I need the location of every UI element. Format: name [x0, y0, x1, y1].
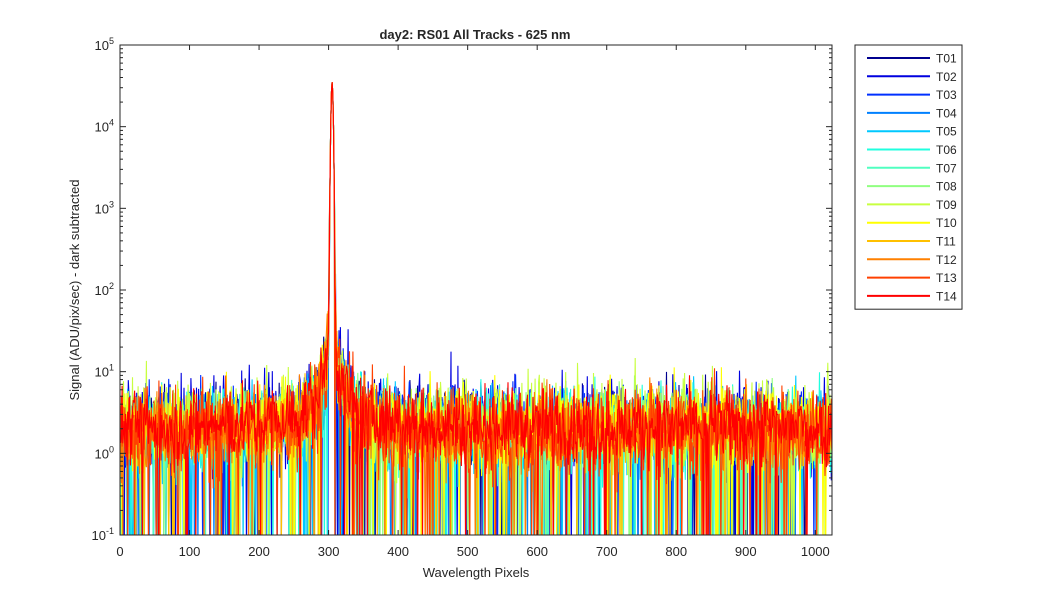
x-tick-label: 100: [179, 544, 201, 559]
legend-label-T06: T06: [936, 143, 957, 157]
legend-label-T04: T04: [936, 106, 957, 120]
x-tick-label: 900: [735, 544, 757, 559]
legend-label-T09: T09: [936, 198, 957, 212]
x-tick-label: 600: [526, 544, 548, 559]
y-axis-label: Signal (ADU/pix/sec) - dark subtracted: [67, 179, 82, 400]
y-tick-label: 104: [95, 118, 114, 135]
x-tick-label: 400: [387, 544, 409, 559]
chart-title: day2: RS01 All Tracks - 625 nm: [379, 27, 570, 42]
legend-label-T13: T13: [936, 271, 957, 285]
y-tick-label: 10-1: [92, 526, 114, 543]
legend-label-T10: T10: [936, 216, 957, 230]
legend-label-T14: T14: [936, 289, 957, 303]
series-line-T14: [120, 82, 832, 535]
x-tick-label: 0: [116, 544, 123, 559]
y-tick-label: 100: [95, 444, 114, 461]
y-tick-label: 103: [95, 199, 114, 216]
legend-box: [854, 44, 963, 310]
series-lines: [120, 82, 832, 535]
x-axis-label: Wavelength Pixels: [423, 565, 530, 580]
x-tick-label: 500: [457, 544, 479, 559]
x-tick-label: 1000: [801, 544, 830, 559]
y-tick-label: 105: [95, 36, 114, 53]
legend-label-T05: T05: [936, 125, 957, 139]
x-tick-label: 300: [318, 544, 340, 559]
legend-label-T08: T08: [936, 180, 957, 194]
plot-area: [120, 45, 832, 535]
legend-label-T07: T07: [936, 161, 957, 175]
legend: T01 T02 T03 T04 T05 T06 T07 T08 T09 T10 T11 T12 T13 T…: [854, 44, 963, 310]
legend-label-T01: T01: [936, 52, 957, 66]
series-line-T13: [120, 82, 832, 535]
legend-label-T11: T11: [936, 235, 956, 249]
axes: 0 100 200 300 400 500 600 700 800 900 1000 10-1 100 1…: [92, 36, 833, 559]
legend-label-T12: T12: [936, 253, 957, 267]
x-tick-label: 200: [248, 544, 270, 559]
legend-label-T02: T02: [936, 70, 957, 84]
y-tick-label: 102: [95, 281, 114, 298]
y-tick-label: 101: [95, 363, 114, 380]
x-tick-label: 800: [665, 544, 687, 559]
legend-label-T03: T03: [936, 88, 957, 102]
x-tick-label: 700: [596, 544, 618, 559]
